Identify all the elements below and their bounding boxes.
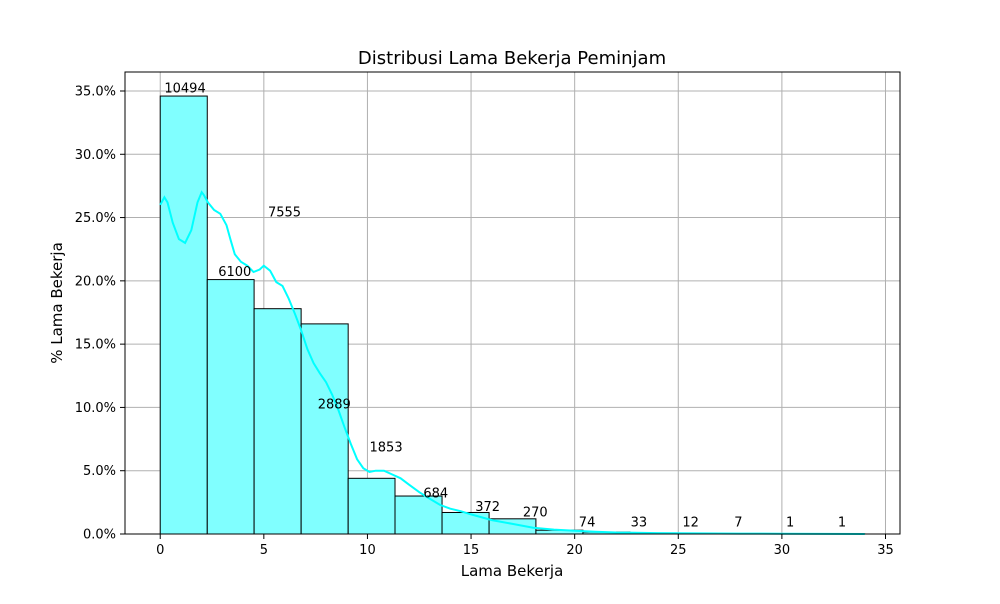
chart-title: Distribusi Lama Bekerja Peminjam	[358, 48, 666, 69]
count-label: 684	[423, 486, 448, 501]
y-tick-label: 25.0%	[75, 211, 116, 226]
x-tick-label: 35	[877, 543, 894, 558]
y-tick-label: 35.0%	[75, 84, 116, 99]
count-label: 372	[475, 500, 500, 515]
count-label: 10494	[164, 81, 205, 96]
x-tick-label: 25	[670, 543, 687, 558]
x-tick-label: 10	[359, 543, 376, 558]
x-tick-label: 5	[260, 543, 268, 558]
histogram-bar	[348, 478, 395, 534]
x-tick-label: 0	[156, 543, 164, 558]
y-tick-label: 30.0%	[75, 148, 116, 163]
count-label: 6100	[218, 265, 251, 280]
count-label: 74	[579, 515, 596, 530]
y-tick-label: 15.0%	[75, 338, 116, 353]
count-label: 12	[682, 515, 699, 530]
y-tick-label: 10.0%	[75, 401, 116, 416]
histogram-bar	[160, 96, 207, 534]
count-label: 1853	[370, 441, 403, 456]
x-tick-label: 30	[774, 543, 791, 558]
count-label: 33	[631, 515, 648, 530]
x-tick-label: 20	[566, 543, 583, 558]
x-tick-label: 15	[463, 543, 480, 558]
y-axis-label: % Lama Bekerja	[48, 242, 66, 364]
count-label: 7555	[268, 205, 301, 220]
histogram-bar	[207, 280, 254, 534]
count-label: 1	[786, 515, 794, 530]
count-label: 7	[734, 515, 742, 530]
y-tick-label: 0.0%	[83, 528, 116, 543]
histogram-bar	[442, 512, 489, 534]
count-label: 2889	[318, 398, 351, 413]
count-label: 270	[523, 505, 548, 520]
x-axis-label: Lama Bekerja	[461, 562, 564, 580]
histogram-bar	[254, 309, 301, 534]
y-tick-label: 20.0%	[75, 274, 116, 289]
y-tick-label: 5.0%	[83, 464, 116, 479]
histogram-bar	[301, 324, 348, 534]
count-label: 1	[838, 515, 846, 530]
